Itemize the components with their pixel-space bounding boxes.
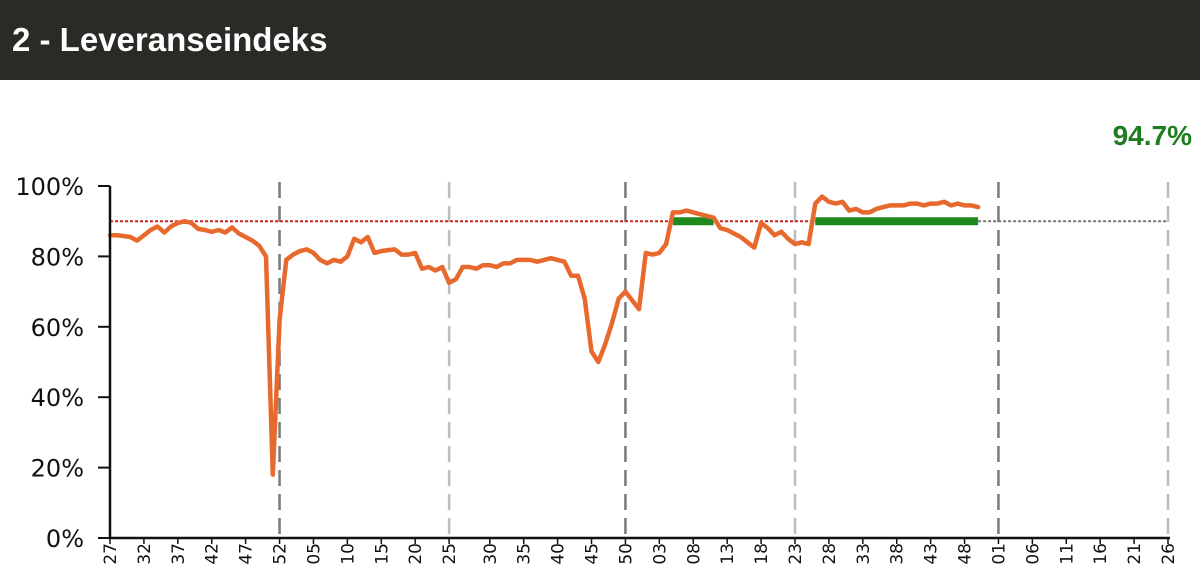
x-tick-label: 52 [271, 543, 291, 565]
x-tick-label: 23 [786, 543, 806, 565]
x-tick-label: 10 [338, 543, 358, 565]
x-tick-label: 45 [583, 543, 603, 565]
y-tick-label: 100% [15, 173, 84, 201]
x-tick-label: 16 [1091, 543, 1111, 565]
x-tick-label: 26 [1159, 543, 1179, 565]
y-tick-label: 60% [31, 314, 84, 342]
page-title: 2 - Leveranseindeks [12, 21, 328, 58]
x-tick-label: 40 [549, 543, 569, 565]
x-tick-label: 48 [956, 543, 976, 565]
x-tick-label: 33 [854, 543, 874, 565]
x-tick-label: 35 [515, 543, 535, 565]
x-tick-label: 08 [684, 543, 704, 565]
x-tick-label: 11 [1057, 543, 1077, 565]
x-tick-label: 38 [888, 543, 908, 565]
x-tick-label: 03 [650, 543, 670, 565]
x-tick-label: 06 [1023, 543, 1043, 565]
x-tick-label: 21 [1125, 543, 1145, 565]
x-tick-label: 01 [989, 543, 1009, 565]
delivery-index-chart: 0% 20% 40% 60% 80% 100% 27 32 37 42 47 52 05 10 15 20 25… [15, 173, 1179, 565]
x-tick-label: 37 [169, 543, 189, 565]
current-value-badge: 94.7% [1112, 120, 1192, 151]
x-tick-label: 25 [440, 543, 460, 565]
x-tick-label: 20 [406, 543, 426, 565]
x-tick-label: 30 [481, 543, 501, 565]
x-tick-label: 13 [718, 543, 738, 565]
x-tick-label: 50 [616, 543, 636, 565]
y-tick-label: 80% [31, 243, 84, 271]
series-line [107, 194, 981, 477]
y-tick-label: 20% [31, 455, 84, 483]
header-bar: 2 - Leveranseindeks [0, 0, 1200, 80]
y-tick-label: 0% [46, 525, 84, 553]
x-tick-label: 05 [304, 543, 324, 565]
x-tick-label: 15 [372, 543, 392, 565]
x-tick-label: 32 [135, 543, 155, 565]
x-tick-label: 47 [237, 543, 257, 565]
x-tick-label: 28 [820, 543, 840, 565]
x-tick-label: 43 [922, 543, 942, 565]
x-tick-label: 27 [101, 543, 121, 565]
x-tick-label: 42 [203, 543, 223, 565]
y-tick-label: 40% [31, 384, 84, 412]
x-tick-label: 18 [752, 543, 772, 565]
